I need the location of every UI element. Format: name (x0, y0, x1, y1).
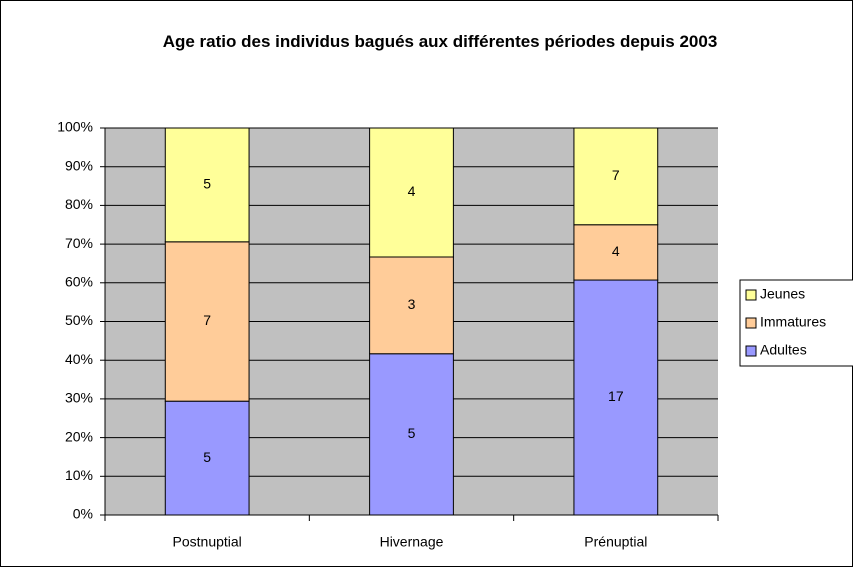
bar-segment (573, 279, 659, 516)
y-tick-label: 60% (65, 274, 93, 290)
bar-segment (369, 127, 454, 258)
legend-box (739, 279, 853, 367)
x-tick-label: Hivernage (380, 534, 444, 550)
y-tick-label: 0% (73, 506, 93, 522)
y-tick-label: 50% (65, 312, 93, 328)
bar-segment (573, 127, 659, 226)
y-tick-label: 90% (65, 157, 93, 173)
y-tick-label: 20% (65, 428, 93, 444)
data-label: 5 (203, 449, 211, 465)
bar-segment (573, 224, 659, 281)
x-tick-label: Prénuptial (584, 534, 647, 550)
y-tick-label: 100% (57, 119, 93, 135)
y-tick-label: 80% (65, 196, 93, 212)
legend-label: Immatures (760, 314, 826, 330)
x-tick-label: Postnuptial (173, 534, 242, 550)
data-label: 3 (408, 296, 416, 312)
bar-segment (369, 353, 454, 516)
data-label: 4 (612, 243, 620, 259)
bar-segment (164, 400, 250, 516)
bar-segment (164, 127, 250, 243)
data-label: 17 (608, 388, 624, 404)
chart-title: Age ratio des individus bagués aux diffé… (163, 32, 718, 51)
y-tick-label: 70% (65, 235, 93, 251)
data-label: 7 (203, 312, 211, 328)
bar-segment (164, 241, 250, 402)
legend-swatch (745, 345, 757, 357)
y-tick-label: 40% (65, 351, 93, 367)
data-label: 5 (408, 425, 416, 441)
data-label: 4 (408, 183, 416, 199)
legend-label: Adultes (760, 342, 807, 358)
data-label: 5 (203, 176, 211, 192)
legend-swatch (745, 317, 757, 329)
bar-segment (369, 256, 454, 355)
legend-swatch (745, 289, 757, 301)
y-tick-label: 30% (65, 390, 93, 406)
data-label: 7 (612, 167, 620, 183)
y-tick-label: 10% (65, 467, 93, 483)
legend-label: Jeunes (760, 286, 805, 302)
